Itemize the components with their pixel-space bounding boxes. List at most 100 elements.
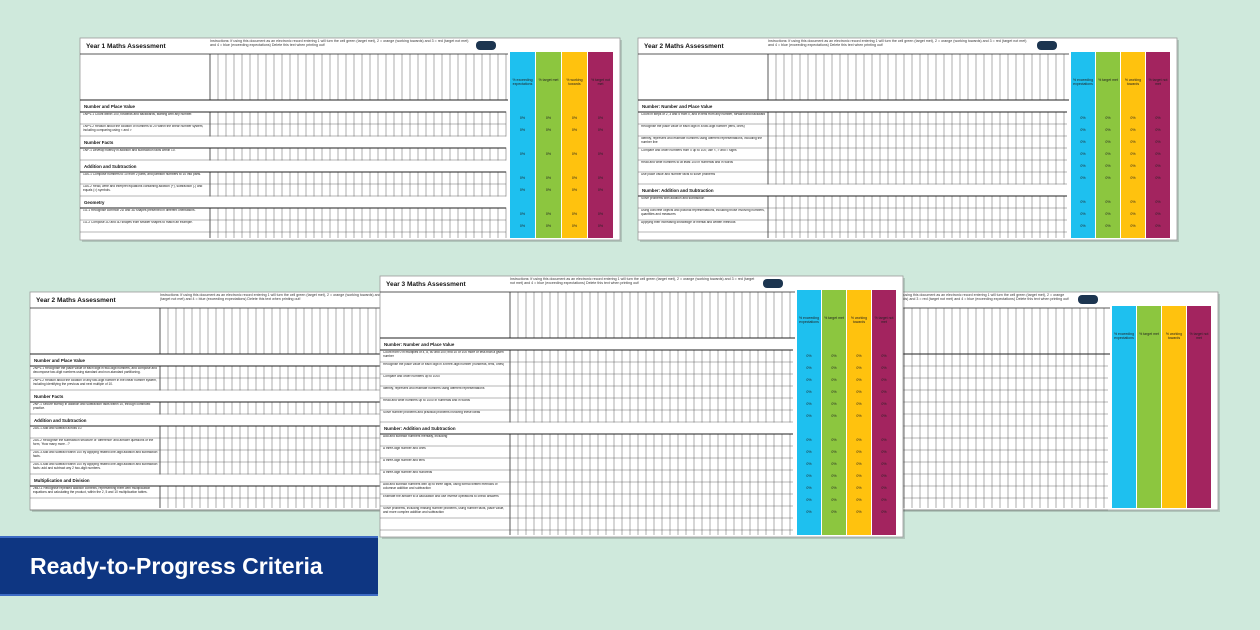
status-column-header: % exceeding expectations xyxy=(1072,78,1094,87)
status-column-header-box: % target not met xyxy=(874,316,894,325)
percent-cell: 0% xyxy=(881,354,887,358)
section-band xyxy=(638,184,1068,196)
status-column xyxy=(1071,52,1095,238)
percent-cell: 0% xyxy=(881,378,887,382)
status-column xyxy=(872,290,896,535)
percent-cell: 0% xyxy=(881,486,887,490)
percent-cell: 0% xyxy=(520,188,526,192)
percent-cell: 0% xyxy=(572,128,578,132)
status-column-header: % target met xyxy=(824,316,844,320)
status-column-header: % working towards xyxy=(566,78,583,87)
percent-cell: 0% xyxy=(1105,164,1111,168)
criterion-box: Identify, represent and estimate numbers… xyxy=(383,387,484,390)
status-column xyxy=(1096,52,1120,238)
percent-cell: 0% xyxy=(1155,164,1161,168)
section-heading: Number Facts xyxy=(34,394,64,399)
percent-cell: 0% xyxy=(881,438,887,442)
criterion-box: 1G-1 Recognise common 2D and 3D shapes p… xyxy=(83,209,195,212)
criterion-box: 1AS-1 Compose numbers to 10 from 2 parts… xyxy=(83,173,201,176)
percent-cell: 0% xyxy=(598,128,604,132)
percent-cell: 0% xyxy=(831,450,837,454)
percent-cell: 0% xyxy=(856,378,862,382)
percent-cell: 0% xyxy=(1080,176,1086,180)
status-column xyxy=(536,52,561,238)
status-column xyxy=(1121,52,1145,238)
percent-cell: 0% xyxy=(831,402,837,406)
percent-cell: 0% xyxy=(806,462,812,466)
percent-cell: 0% xyxy=(831,354,837,358)
percent-cell: 0% xyxy=(598,152,604,156)
percent-cell: 0% xyxy=(1130,224,1136,228)
percent-cell: 0% xyxy=(1080,200,1086,204)
percent-cell: 0% xyxy=(1080,152,1086,156)
instructions-box: Instructions: If using this document as … xyxy=(510,277,754,285)
percent-cell: 0% xyxy=(1130,128,1136,132)
percent-cell: 0% xyxy=(856,510,862,514)
status-column-header-box: % exceeding expectations xyxy=(1114,332,1134,340)
instructions-box: Instructions: If using this document as … xyxy=(160,293,393,301)
criterion-box: 1G-2 Compose 2D and 3D shapes from small… xyxy=(83,221,193,224)
criterion-box: Count in steps of 2, 3 and 5 from 0, and… xyxy=(641,113,765,116)
percent-cell: 0% xyxy=(1105,176,1111,180)
criterion-box: 1NPV-1 Count within 100, forwards and ba… xyxy=(83,113,192,116)
section-heading: Number: Number and Place Value xyxy=(384,342,455,347)
percent-cell: 0% xyxy=(1105,116,1111,120)
percent-cell: 0% xyxy=(831,462,837,466)
sheet: Year 1 Maths Assessment Instructions: If … xyxy=(79,37,622,242)
section-band xyxy=(30,354,441,366)
percent-cell: 0% xyxy=(546,116,552,120)
status-column xyxy=(510,52,535,238)
status-column xyxy=(1162,306,1186,508)
criterion-box: Applying their increasing knowledge of m… xyxy=(641,221,735,224)
percent-cell: 0% xyxy=(520,152,526,156)
criterion: Add and subtract numbers with up to thre… xyxy=(383,483,498,490)
status-column-header-box: % target met xyxy=(1098,78,1118,82)
section-band xyxy=(30,474,441,486)
percent-cell: 0% xyxy=(598,116,604,120)
percent-cell: 0% xyxy=(856,450,862,454)
percent-cell: 0% xyxy=(520,128,526,132)
section-heading: Number and Place Value xyxy=(84,104,136,109)
status-column-header: % target not met xyxy=(874,316,894,325)
criterion-box: Use place value and number facts to solv… xyxy=(641,173,716,176)
criterion-box: 2MD-1 Recognise repeated addition contex… xyxy=(33,487,150,494)
section-heading: Number: Number and Place Value xyxy=(642,104,713,109)
percent-cell: 0% xyxy=(546,152,552,156)
criterion-box: Count from 0 in multiples of 4, 8, 50 an… xyxy=(383,351,504,358)
status-column-header: % target met xyxy=(538,78,559,82)
percent-cell: 0% xyxy=(806,354,812,358)
percent-cell: 0% xyxy=(831,486,837,490)
percent-cell: 0% xyxy=(881,450,887,454)
percent-cell: 0% xyxy=(572,212,578,216)
percent-cell: 0% xyxy=(1155,152,1161,156)
percent-cell: 0% xyxy=(1155,212,1161,216)
percent-cell: 0% xyxy=(1155,200,1161,204)
percent-cell: 0% xyxy=(806,390,812,394)
percent-cell: 0% xyxy=(1080,140,1086,144)
criterion-box: Solve problems with addition and subtrac… xyxy=(641,197,704,200)
criterion: 1AS-1 Compose numbers to 10 from 2 parts… xyxy=(83,173,201,176)
percent-cell: 0% xyxy=(831,438,837,442)
percent-cell: 0% xyxy=(806,414,812,418)
status-column-header-box: % exceeding expectations xyxy=(512,78,532,86)
criterion-box: Compare and order numbers up to 1000 xyxy=(383,375,440,378)
status-column xyxy=(1137,306,1161,508)
percent-cell: 0% xyxy=(1105,140,1111,144)
instructions: Instructions: If using this document as … xyxy=(880,293,1070,302)
criterion: 2AS-2 Recognise the subtraction structur… xyxy=(33,439,154,446)
criterion: Solve problems, including missing number… xyxy=(383,507,505,514)
status-column-header-box: % target not met xyxy=(1190,332,1209,340)
criterion: Compare and order numbers from 0 up to 1… xyxy=(641,149,737,152)
criterion: 1AS-2 Read, write and interpret equation… xyxy=(83,185,203,192)
sheet: Year 2 Maths Assessment Instructions: If … xyxy=(637,37,1179,242)
criterion: Use place value and number facts to solv… xyxy=(641,173,716,176)
criterion: 2AS-4 Add and subtract within 100 by app… xyxy=(33,463,158,470)
section-band xyxy=(380,422,794,434)
section-heading: Addition and Subtraction xyxy=(84,164,137,169)
status-column-header-box: % exceeding expectations xyxy=(799,316,819,324)
percent-cell: 0% xyxy=(1155,128,1161,132)
status-column-header-box: % target met xyxy=(538,78,559,82)
criterion-box: 2AS-3 Add and subtract within 100 by app… xyxy=(33,451,157,458)
percent-cell: 0% xyxy=(1130,176,1136,180)
criterion: Count from 0 in multiples of 4, 8, 50 an… xyxy=(383,351,504,358)
